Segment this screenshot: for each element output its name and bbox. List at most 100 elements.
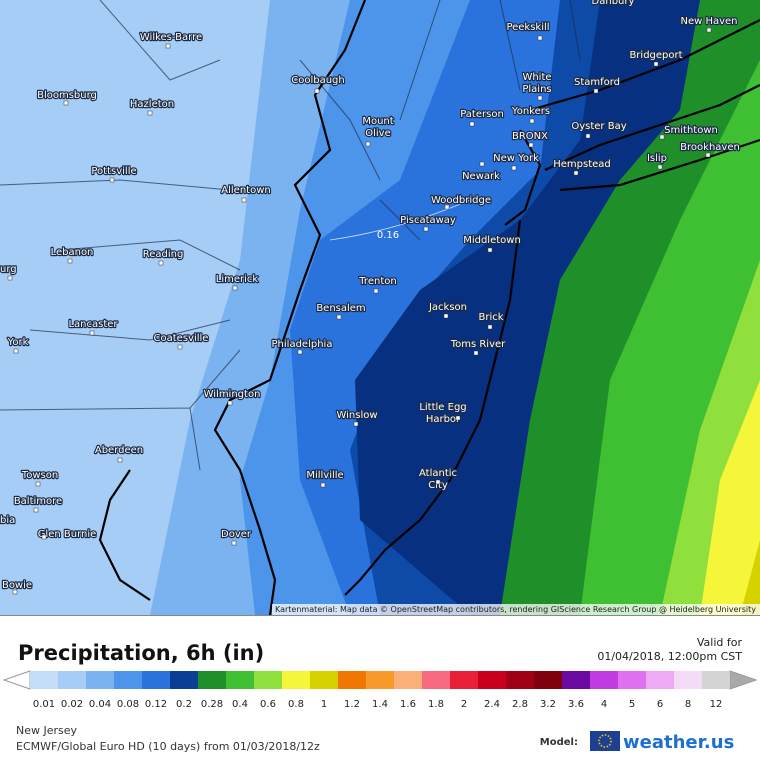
city-label: Towson [21,470,58,481]
city-marker [89,330,95,336]
legend-label: 1 [321,699,327,710]
city-marker [659,134,665,140]
legend-swatch [366,671,394,689]
city-marker [227,400,233,406]
legend-arrow-right [729,670,758,690]
city-label: Aberdeen [95,445,143,456]
city-marker [373,288,379,294]
city-label: Mount [362,116,393,127]
city-label: Lebanon [51,247,94,258]
legend-swatch [618,671,646,689]
city-marker [593,88,599,94]
legend-swatch [590,671,618,689]
city-marker [158,260,164,266]
city-label: Newark [462,171,500,182]
legend-swatch [562,671,590,689]
city-marker [573,170,579,176]
legend-label: 0.4 [232,699,248,710]
city-marker [705,152,711,158]
legend-swatch [170,671,198,689]
city-label: Reading [143,249,184,260]
valid-label: Valid for [697,636,743,649]
legend-swatch [198,671,226,689]
city-label: Olive [365,128,391,139]
legend-label: 2.4 [484,699,500,710]
city-marker [537,95,543,101]
city-marker [365,141,371,147]
city-label: Danbury [592,0,635,7]
city-marker [585,133,591,139]
eu-stars [598,734,612,748]
legend-label: 2 [461,699,467,710]
legend-swatch [422,671,450,689]
legend-swatch [282,671,310,689]
city-marker [241,197,247,203]
legend-swatch [142,671,170,689]
city-label: Atlantic [419,468,457,479]
legend-swatch [702,671,730,689]
city-label: Middletown [463,235,521,246]
legend-swatch [450,671,478,689]
legend-swatch [310,671,338,689]
city-marker [12,589,18,595]
city-label: City [428,480,448,491]
city-label: White [522,72,551,83]
city-label: Bridgeport [629,50,682,61]
valid-time: 01/04/2018, 12:00pm CST [597,650,742,663]
map: 0.16 Kartenmaterial: Map data © OpenStre… [0,0,760,616]
legend-swatch [674,671,702,689]
city-label: Paterson [460,109,504,120]
city-marker [13,348,19,354]
city-label: Bowie [2,580,32,591]
city-marker [109,177,115,183]
legend-label: 1.8 [428,699,444,710]
city-label: New Haven [680,16,737,27]
city-label: Wilkes-Barre [140,32,202,43]
city-marker [653,61,659,67]
legend-label: 1.4 [372,699,388,710]
legend-swatch [646,671,674,689]
city-label: bia [0,515,15,526]
city-label: Toms River [450,339,506,350]
legend-label: 8 [685,699,691,710]
legend-label: 3.2 [540,699,556,710]
city-label: Wilmington [204,389,261,400]
city-marker [455,415,461,421]
borders [0,0,581,471]
city-label: BRONX [512,131,548,142]
legend-label: 6 [657,699,663,710]
city-label: Limerick [216,274,259,285]
title: Precipitation, 6h (in) [18,641,264,665]
legend-label: 1.6 [400,699,416,710]
city-label: Islip [647,153,667,164]
contour-line [329,199,471,241]
city-marker [479,161,485,167]
city-label: Little Egg [419,402,466,413]
city-marker [706,27,712,33]
city-label: Brookhaven [680,142,740,153]
city-label: Hazleton [130,99,174,110]
city-label: Jackson [428,302,467,313]
city-marker [7,275,13,281]
city-label: Brick [478,312,503,323]
city-label: New York [493,153,539,164]
city-label: Yonkers [511,106,550,117]
city-label: Allentown [221,185,270,196]
legend-swatch [30,671,58,689]
precip-zone [740,540,760,615]
city-label: Plains [522,84,551,95]
city-label: Peekskill [506,22,549,33]
legend-label: 12 [710,699,723,710]
coastline [98,0,760,616]
legend-label: 5 [629,699,635,710]
city-marker [423,226,429,232]
city-marker [657,164,663,170]
legend-label: 0.08 [117,699,139,710]
city-marker [117,457,123,463]
city-marker [41,534,47,540]
city-label: Pottsville [91,166,136,177]
city-marker [63,100,69,106]
city-marker [537,35,543,41]
region: New Jersey [16,724,78,737]
